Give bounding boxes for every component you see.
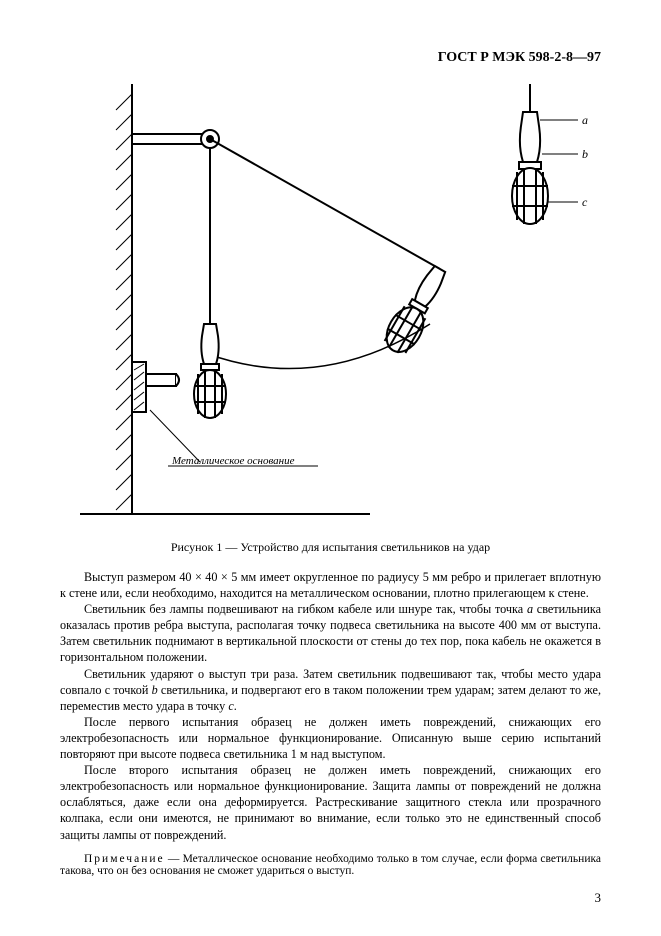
paragraph-4: После первого испытания образец не долже… — [60, 714, 601, 762]
paragraph-1: Выступ размером 40 × 40 × 5 мм имеет окр… — [60, 569, 601, 601]
point-a-label: a — [582, 113, 588, 127]
figure-1: Металлическое основание a b c — [60, 74, 601, 534]
body-text: Выступ размером 40 × 40 × 5 мм имеет окр… — [60, 569, 601, 843]
paragraph-5: После второго испытания образец не долже… — [60, 762, 601, 842]
page-number: 3 — [595, 890, 602, 906]
paragraph-3: Светильник ударяют о выступ три раза. За… — [60, 666, 601, 714]
point-b-label: b — [582, 147, 588, 161]
point-c-label: c — [582, 195, 588, 209]
paragraph-2: Светильник без лампы подвешивают на гибк… — [60, 601, 601, 665]
figure-caption: Рисунок 1 — Устройство для испытания све… — [60, 540, 601, 555]
base-label: Металлическое основание — [171, 455, 295, 467]
document-id: ГОСТ Р МЭК 598-2-8—97 — [60, 50, 601, 66]
note: Примечание — Металлическое основание нео… — [60, 853, 601, 877]
